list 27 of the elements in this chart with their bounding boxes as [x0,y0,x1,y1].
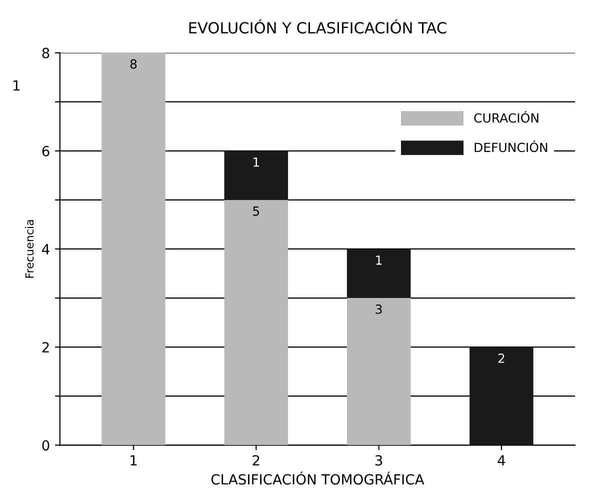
y-axis-title: Frecuencia [25,220,34,278]
x-tick-label: 4 [498,455,506,466]
chart-title: EVOLUCIÓN Y CLASIFICACIÓN TAC [189,19,446,34]
y-tick-label: 8 [42,48,50,58]
x-axis-title: CLASIFICACIÓN TOMOGRÁFICA [211,472,424,485]
bar [224,200,288,446]
bar [346,298,411,446]
bar [102,52,166,446]
legend-label: DEFUNCIÓN [474,140,548,152]
data-label: 8 [130,59,137,69]
data-label: 3 [376,304,382,314]
y-tick-label: 0 [42,440,50,451]
bar [470,347,534,446]
x-tick-label: 2 [252,455,260,466]
x-tick-label: 1 [130,455,137,466]
bar [346,248,411,298]
data-label: 5 [253,206,260,216]
y-tick-label: 4 [42,244,50,254]
data-label: 2 [498,354,504,363]
y-tick-label: 6 [42,146,50,156]
text: 1 [14,80,20,91]
y-tick-label: 2 [42,342,49,352]
legend-label: CURACIÓN [474,110,538,123]
data-label: 1 [376,256,382,265]
bar [224,150,288,200]
data-label: 1 [254,157,259,167]
x-tick-label: 3 [375,455,382,466]
